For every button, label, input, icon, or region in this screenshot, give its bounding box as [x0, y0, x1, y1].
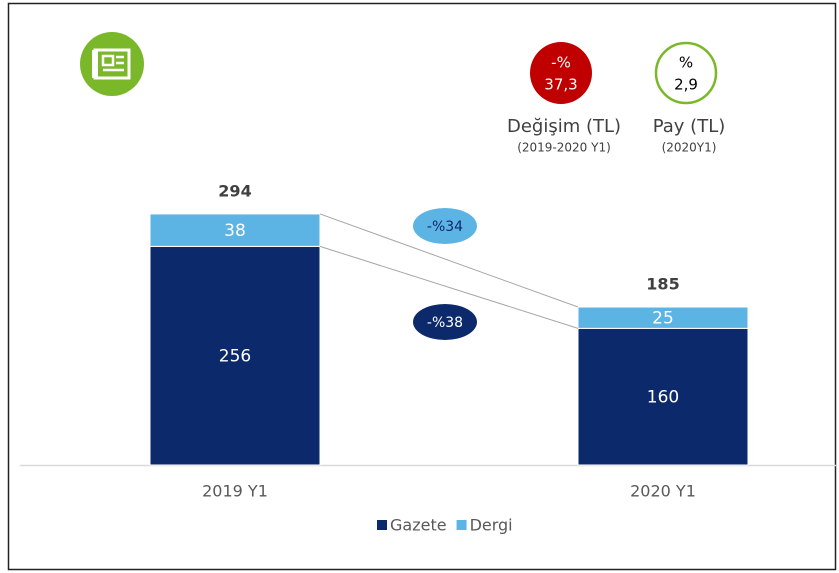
badge-label: Değişim (TL)	[507, 116, 621, 137]
data-label: 25	[652, 309, 674, 329]
news-icon	[80, 32, 144, 96]
x-tick-label: 2020 Y1	[630, 482, 696, 501]
badge-sublabel: (2019-2020 Y1)	[517, 141, 611, 155]
badge	[654, 41, 718, 105]
change-label: -%38	[427, 315, 463, 331]
badge	[530, 42, 592, 104]
legend-swatch	[456, 520, 467, 530]
badge-sign: -%	[551, 54, 571, 72]
frame	[7, 2, 837, 571]
legend-label: Gazete	[390, 516, 447, 535]
data-label: 38	[224, 221, 246, 241]
change-bubble	[413, 304, 477, 340]
legend-swatch	[377, 520, 387, 530]
badge-sign: %	[679, 54, 693, 72]
data-label: 160	[647, 388, 679, 408]
total-label: 185	[646, 275, 679, 294]
badge-label: Pay (TL)	[653, 116, 726, 137]
total-label: 294	[218, 181, 251, 200]
bar-segment	[577, 327, 749, 466]
connector	[319, 213, 579, 308]
badge-value: 2,9	[674, 76, 698, 94]
x-tick-label: 2019 Y1	[202, 482, 268, 501]
bar-segment	[149, 245, 321, 466]
connector	[319, 245, 579, 329]
badge-sublabel: (2020Y1)	[662, 141, 717, 155]
change-label: -%34	[427, 219, 463, 235]
bar-segment	[577, 306, 749, 329]
bar-segment	[149, 213, 321, 247]
badge-value: 37,3	[544, 76, 577, 94]
legend-label: Dergi	[470, 516, 513, 535]
change-bubble	[413, 208, 477, 244]
data-label: 256	[219, 347, 251, 367]
